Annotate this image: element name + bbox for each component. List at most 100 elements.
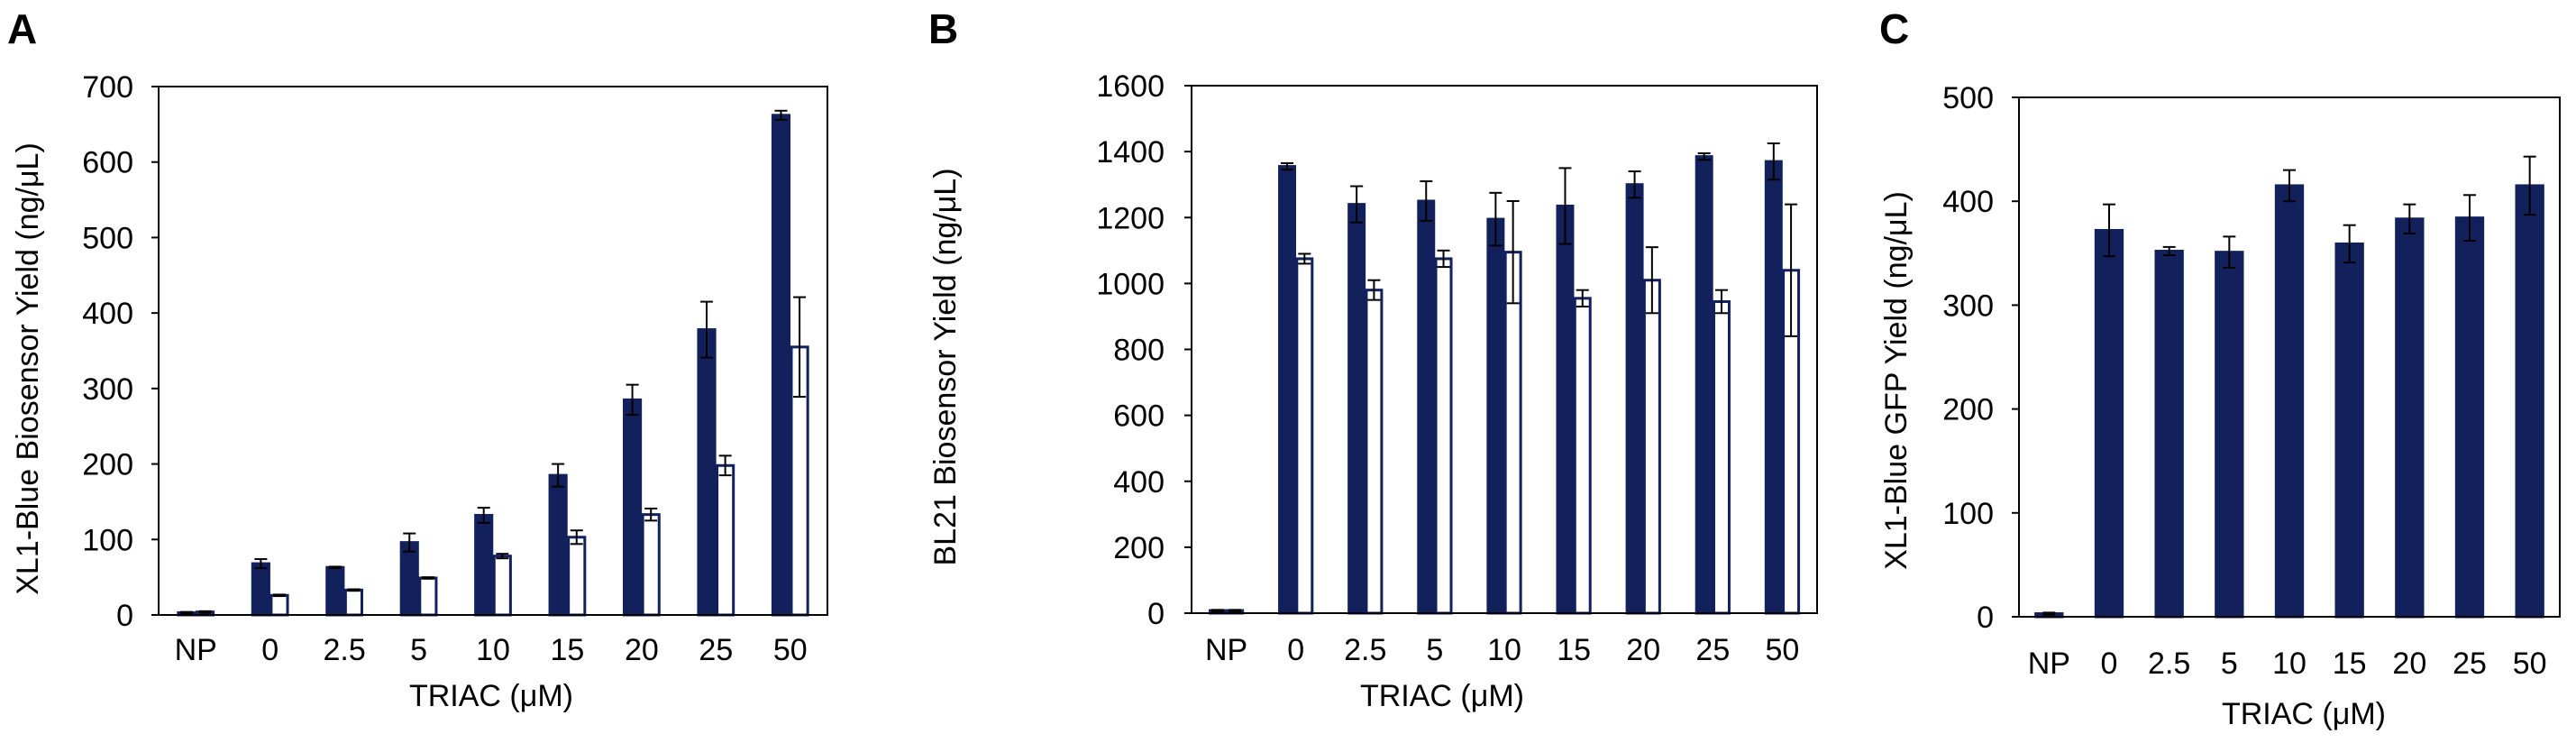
panel-letter-a: A	[7, 5, 37, 52]
bar-filled-20	[2395, 217, 2425, 619]
x-tick-label: 5	[410, 633, 427, 667]
panel-a: A XL1-Blue Biosensor Yield (ng/μL) TRIAC…	[7, 5, 828, 713]
x-tick-label: 20	[2392, 647, 2426, 681]
bar-filled-2.5	[2154, 249, 2184, 619]
x-tick-label: 2.5	[1344, 633, 1386, 667]
bar-open-5	[1434, 257, 1453, 615]
y-tick-label: 200	[82, 448, 133, 482]
x-axis-title-b: TRIAC (μM)	[1360, 679, 1524, 713]
y-axis-title-c: XL1-Blue GFP Yield (ng/μL)	[1879, 191, 1914, 570]
y-tick-label: 400	[82, 297, 133, 331]
x-tick-label: 50	[1766, 633, 1800, 667]
plot-area-b: 0 200 400 600 800 1000 1200 1400 1600 NP 0 2.5 5 10 15…	[1096, 69, 1818, 667]
bar-filled-20	[1625, 183, 1644, 615]
bar-open-10	[1503, 251, 1522, 615]
bar-filled-25	[1694, 155, 1713, 615]
x-axis-title-a: TRIAC (μM)	[409, 679, 573, 713]
bar-filled-0	[1278, 165, 1297, 615]
plot-frame	[2018, 96, 2561, 618]
y-tick-label: 400	[1113, 465, 1165, 500]
x-tick-label: 15	[1557, 633, 1591, 667]
bar-open-25	[1712, 299, 1731, 615]
bar-open-2.5	[343, 588, 363, 617]
bar-filled-10	[474, 513, 494, 617]
x-axis-title-c: TRIAC (μM)	[2222, 697, 2386, 731]
plot-area-c: 0 100 200 300 400 500 NP 0 2.5 5 10 15 20 25 50	[1942, 81, 2561, 681]
bar-open-0	[269, 593, 289, 617]
bar-open-15	[1573, 297, 1592, 615]
bar-filled-50	[771, 114, 791, 617]
y-tick-label: 700	[82, 70, 133, 105]
bar-filled-25	[2454, 216, 2485, 619]
y-axis-title-a: XL1-Blue Biosensor Yield (ng/μL)	[11, 142, 45, 595]
y-tick-label: 500	[1942, 81, 1994, 115]
bar-filled-20	[623, 398, 643, 617]
y-tick-label: 400	[1942, 185, 1994, 219]
y-tick-label: 500	[82, 221, 133, 255]
x-tick-label: 10	[476, 633, 510, 667]
y-tick-label: 100	[1942, 497, 1994, 531]
x-tick-label: 20	[1626, 633, 1660, 667]
x-tick-label: 15	[551, 633, 585, 667]
y-tick-label: 0	[116, 599, 133, 633]
y-tick-label: 300	[82, 372, 133, 407]
bar-filled-25	[697, 328, 717, 617]
x-tick-label: 20	[625, 633, 659, 667]
y-tick-label: 200	[1942, 393, 1994, 427]
x-tick-label: 25	[2453, 647, 2487, 681]
x-tick-label: 2.5	[2148, 647, 2190, 681]
y-tick-label: 0	[1977, 601, 1994, 635]
bar-filled-50	[1764, 160, 1783, 615]
y-tick-label: 200	[1113, 531, 1165, 565]
bar-filled-50	[2515, 184, 2544, 619]
x-tick-label: 2.5	[323, 633, 365, 667]
y-tick-label: 1600	[1096, 69, 1165, 104]
x-tick-label: 0	[2101, 647, 2118, 681]
bar-filled-0	[251, 562, 270, 617]
bar-open-0	[1295, 257, 1314, 615]
x-tick-label: 5	[1426, 633, 1443, 667]
plot-frame	[1191, 85, 1818, 614]
bar-filled-5	[399, 541, 419, 617]
plot-area-a: 0 100 200 300 400 500 600 700 NP 0 2.5 5 10 15 20 25 50	[82, 70, 828, 667]
panel-letter-b: B	[928, 5, 958, 52]
bar-open-20	[641, 513, 661, 617]
bar-open-5	[418, 576, 438, 617]
x-tick-label: 50	[773, 633, 808, 667]
y-tick-label: 800	[1113, 334, 1165, 368]
x-tick-label: 25	[1695, 633, 1730, 667]
x-tick-label: 15	[2333, 647, 2367, 681]
bar-filled-0	[2094, 228, 2124, 619]
bar-open-2.5	[1365, 289, 1384, 615]
y-tick-label: 600	[82, 146, 133, 180]
bar-filled-2.5	[325, 565, 345, 617]
x-tick-label: 25	[699, 633, 733, 667]
x-tick-label: NP	[175, 633, 217, 667]
y-tick-label: 1400	[1096, 135, 1165, 170]
x-tick-label: 0	[1287, 633, 1304, 667]
y-axis-title-b: BL21 Biosensor Yield (ng/μL)	[928, 168, 963, 565]
bar-filled-5	[1417, 199, 1436, 615]
bar-open-10	[492, 555, 512, 617]
panel-letter-c: C	[1879, 5, 1909, 52]
x-tick-label: 50	[2513, 647, 2547, 681]
bar-open-25	[716, 463, 735, 617]
x-tick-label: NP	[2028, 647, 2070, 681]
bar-filled-15	[1556, 204, 1575, 615]
bar-filled-5	[2215, 251, 2244, 619]
y-tick-label: 1200	[1096, 201, 1165, 235]
y-tick-label: 600	[1113, 399, 1165, 434]
bar-open-20	[1642, 279, 1661, 615]
bar-filled-10	[1486, 217, 1505, 615]
x-tick-label: NP	[1205, 633, 1247, 667]
panel-b: B BL21 Biosensor Yield (ng/μL) TRIAC (μM…	[928, 5, 1818, 713]
panel-c: C XL1-Blue GFP Yield (ng/μL) TRIAC (μM) …	[1879, 5, 2561, 731]
bar-filled-2.5	[1347, 203, 1366, 615]
x-tick-label: 10	[2272, 647, 2307, 681]
y-tick-label: 100	[82, 523, 133, 557]
bar-filled-15	[548, 473, 568, 617]
bar-filled-15	[2334, 242, 2364, 619]
x-tick-label: 0	[261, 633, 279, 667]
y-tick-label: 1000	[1096, 267, 1165, 301]
